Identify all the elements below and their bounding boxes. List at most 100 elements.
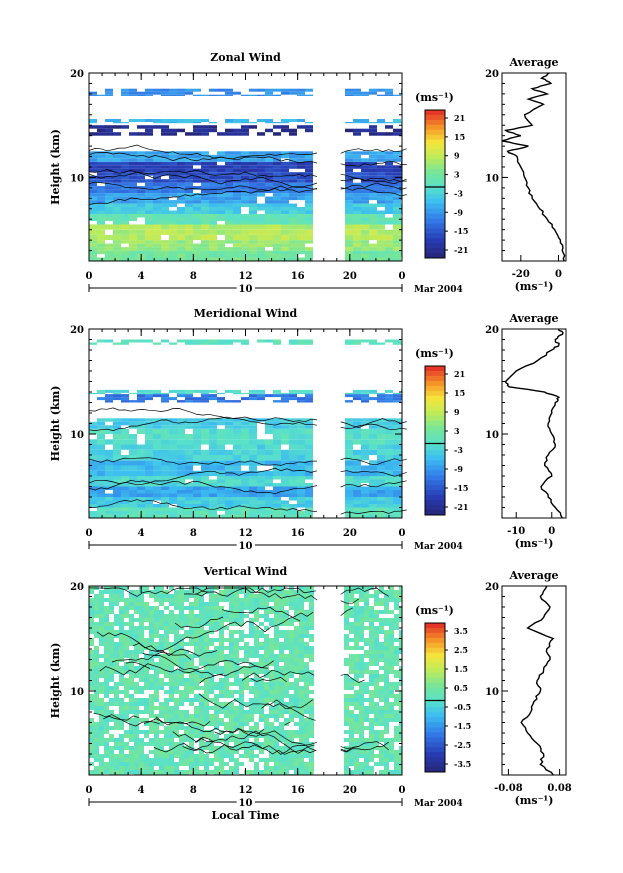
field-cell — [201, 168, 209, 173]
field-cell — [225, 154, 233, 159]
field-cell — [145, 88, 153, 92]
field-cell — [121, 210, 129, 214]
field-cell — [119, 590, 124, 594]
field-cell — [364, 726, 369, 730]
field-cell — [219, 758, 224, 762]
field-cell — [249, 439, 257, 445]
field-cell — [169, 682, 174, 686]
field-cell — [214, 618, 219, 622]
field-cell — [105, 172, 113, 176]
field-cell — [179, 758, 184, 762]
field-cell — [104, 678, 109, 682]
field-cell — [273, 439, 281, 445]
field-cell — [189, 642, 194, 646]
field-cell — [219, 650, 224, 654]
field-cell — [229, 770, 234, 774]
field-cell — [281, 392, 289, 395]
field-cell — [273, 418, 281, 422]
field-cell — [345, 229, 353, 235]
field-cell — [364, 742, 369, 746]
field-cell — [254, 650, 259, 654]
field-cell — [179, 726, 184, 730]
field-cell — [169, 132, 177, 136]
field-cell — [229, 638, 234, 642]
field-cell — [354, 654, 359, 658]
field-cell — [97, 455, 105, 461]
field-cell — [305, 200, 313, 204]
field-cell — [359, 682, 364, 686]
field-cell — [249, 670, 254, 674]
field-cell — [164, 738, 169, 742]
field-cell — [361, 444, 369, 450]
field-cell — [113, 497, 121, 501]
field-cell — [377, 94, 385, 96]
field-cell — [113, 455, 121, 461]
field-cell — [369, 425, 377, 429]
field-cell — [217, 455, 225, 461]
field-cell — [201, 247, 209, 251]
field-cell — [385, 397, 393, 401]
field-cell — [289, 710, 294, 714]
field-cell — [99, 698, 104, 702]
colorbar-swatch — [425, 174, 445, 180]
field-cell — [305, 257, 313, 261]
field-cell — [154, 762, 159, 766]
field-cell — [299, 770, 304, 774]
field-cell — [94, 614, 99, 618]
field-cell — [274, 750, 279, 754]
field-cell — [389, 758, 394, 762]
field-cell — [129, 243, 137, 248]
field-cell — [274, 618, 279, 622]
field-cell — [217, 257, 225, 261]
field-cell — [273, 497, 281, 501]
field-cell — [249, 94, 257, 96]
field-cell — [274, 666, 279, 670]
field-cell — [297, 504, 305, 508]
field-cell — [99, 638, 104, 642]
field-cell — [309, 622, 314, 626]
field-cell — [194, 626, 199, 630]
field-cell — [241, 339, 249, 343]
field-cell — [239, 706, 244, 710]
field-cell — [104, 622, 109, 626]
field-cell — [134, 770, 139, 774]
field-cell — [241, 428, 249, 435]
field-cell — [225, 250, 233, 255]
field-cell — [364, 762, 369, 766]
field-cell — [273, 247, 281, 251]
field-cell — [139, 606, 144, 610]
field-cell — [279, 738, 284, 742]
x-tick-label: 16 — [291, 271, 305, 282]
field-cell — [269, 590, 274, 594]
field-cell — [265, 179, 273, 183]
field-cell — [379, 586, 384, 590]
field-cell — [265, 511, 273, 515]
field-cell — [279, 678, 284, 682]
field-cell — [179, 750, 184, 754]
field-cell — [281, 511, 289, 515]
field-cell — [169, 500, 177, 504]
colorbar-swatch — [425, 139, 445, 145]
field-cell — [241, 132, 249, 136]
field-cell — [297, 240, 305, 244]
field-cell — [153, 254, 161, 258]
contour-line — [93, 712, 160, 727]
field-cell — [161, 392, 169, 395]
x-tick-label: 20 — [343, 528, 357, 539]
field-cell — [209, 638, 214, 642]
field-cell — [185, 193, 193, 197]
field-cell — [121, 165, 129, 169]
field-cell — [217, 203, 225, 208]
field-cell — [189, 754, 194, 758]
x-tick-label: 20 — [343, 271, 357, 282]
field-cell — [345, 434, 353, 440]
field-cell — [359, 590, 364, 594]
field-cell — [99, 614, 104, 618]
field-cell — [119, 698, 124, 702]
field-cell — [137, 119, 145, 122]
field-cell — [149, 766, 154, 770]
field-cell — [353, 449, 361, 456]
field-cell — [225, 418, 233, 422]
field-cell — [225, 182, 233, 187]
field-cell — [345, 217, 353, 221]
